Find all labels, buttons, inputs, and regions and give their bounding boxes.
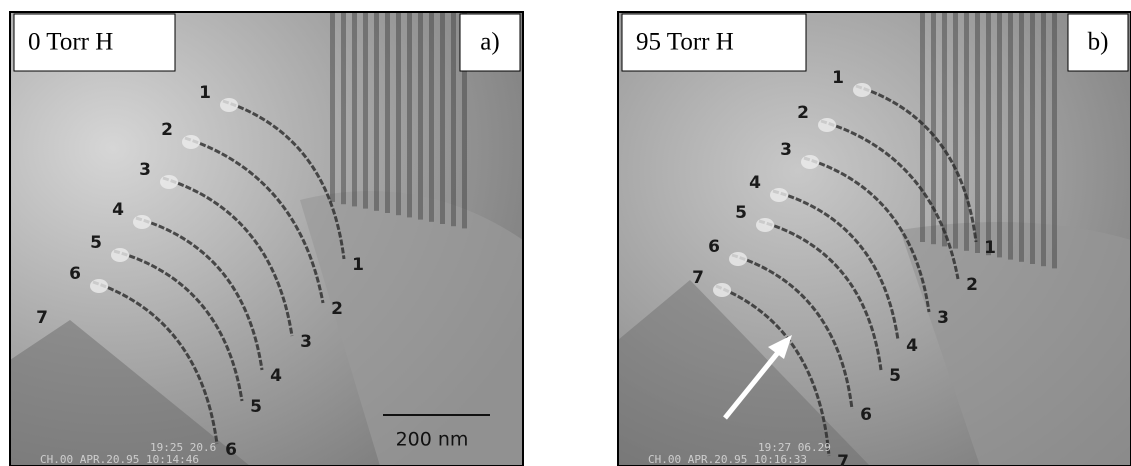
precipitate (853, 83, 871, 97)
panel-label: b) (1088, 29, 1109, 56)
precipitate (770, 188, 788, 202)
dislocation-number: 2 (797, 103, 809, 123)
dislocation-number: 3 (139, 160, 151, 180)
dislocation-number: 6 (708, 237, 720, 257)
dislocation-number: 5 (735, 203, 747, 223)
precipitate (182, 135, 200, 149)
precipitate (713, 283, 731, 297)
dislocation-number: 1 (832, 68, 844, 88)
stripe (1008, 12, 1013, 260)
stripe (1052, 12, 1057, 268)
stripe (997, 12, 1002, 257)
precipitate (90, 279, 108, 293)
panel-label: a) (480, 29, 499, 56)
stripe (341, 12, 346, 204)
stripe (1030, 12, 1035, 264)
dislocation-number: 7 (837, 452, 849, 466)
dislocation-number: 2 (161, 120, 173, 140)
precipitate (160, 175, 178, 189)
stripe (429, 12, 434, 222)
stripe (352, 12, 357, 206)
figure: 1234567123456200 nm19:25 20.6CH.00 APR.2… (0, 0, 1131, 466)
stripe (942, 12, 947, 246)
dislocation-number: 5 (90, 233, 102, 253)
dislocation-number: 6 (860, 405, 872, 425)
precipitate (220, 98, 238, 112)
dislocation-number: 5 (889, 366, 901, 386)
condition-label: 95 Torr H (636, 29, 734, 56)
stripe (1019, 12, 1024, 262)
stripe (986, 12, 991, 255)
precipitate (729, 252, 747, 266)
dislocation-number: 1 (199, 83, 211, 103)
stripe (418, 12, 423, 220)
stripe (1041, 12, 1046, 266)
dislocation-number: 7 (36, 308, 48, 328)
scale-bar-label: 200 nm (396, 429, 469, 451)
stripe (363, 12, 368, 209)
dislocation-number: 3 (780, 140, 792, 160)
micrograph-a (10, 12, 523, 466)
dislocation-number: 2 (331, 299, 343, 319)
stripe (440, 12, 445, 224)
dislocation-number: 7 (692, 268, 704, 288)
dislocation-number: 3 (937, 308, 949, 328)
stripe (407, 12, 412, 217)
dislocation-number: 4 (270, 366, 282, 386)
stripe (396, 12, 401, 215)
dislocation-number: 1 (352, 255, 364, 275)
dislocation-number: 4 (112, 200, 124, 220)
dislocation-number: 6 (225, 440, 237, 460)
precipitate (756, 218, 774, 232)
condition-label: 0 Torr H (28, 29, 113, 56)
stripe (975, 12, 980, 253)
stripe (451, 12, 456, 226)
dislocation-number: 6 (69, 264, 81, 284)
dislocation-number: 4 (749, 173, 761, 193)
micrograph-b (618, 12, 1131, 466)
timestamp: CH.00 APR.20.95 10:14:46 (40, 453, 199, 466)
dislocation-number: 5 (250, 397, 262, 417)
timestamp: CH.00 APR.20.95 10:16:33 (648, 453, 807, 466)
dislocation-number: 1 (984, 238, 996, 258)
dislocation-number: 2 (966, 275, 978, 295)
dislocation-number: 4 (906, 336, 918, 356)
precipitate (133, 215, 151, 229)
precipitate (818, 118, 836, 132)
precipitate (801, 155, 819, 169)
precipitate (111, 248, 129, 262)
stripe (330, 12, 335, 202)
dislocation-number: 3 (300, 332, 312, 352)
stripe (953, 12, 958, 249)
stripe (385, 12, 390, 213)
stripe (374, 12, 379, 211)
stripe (964, 12, 969, 251)
